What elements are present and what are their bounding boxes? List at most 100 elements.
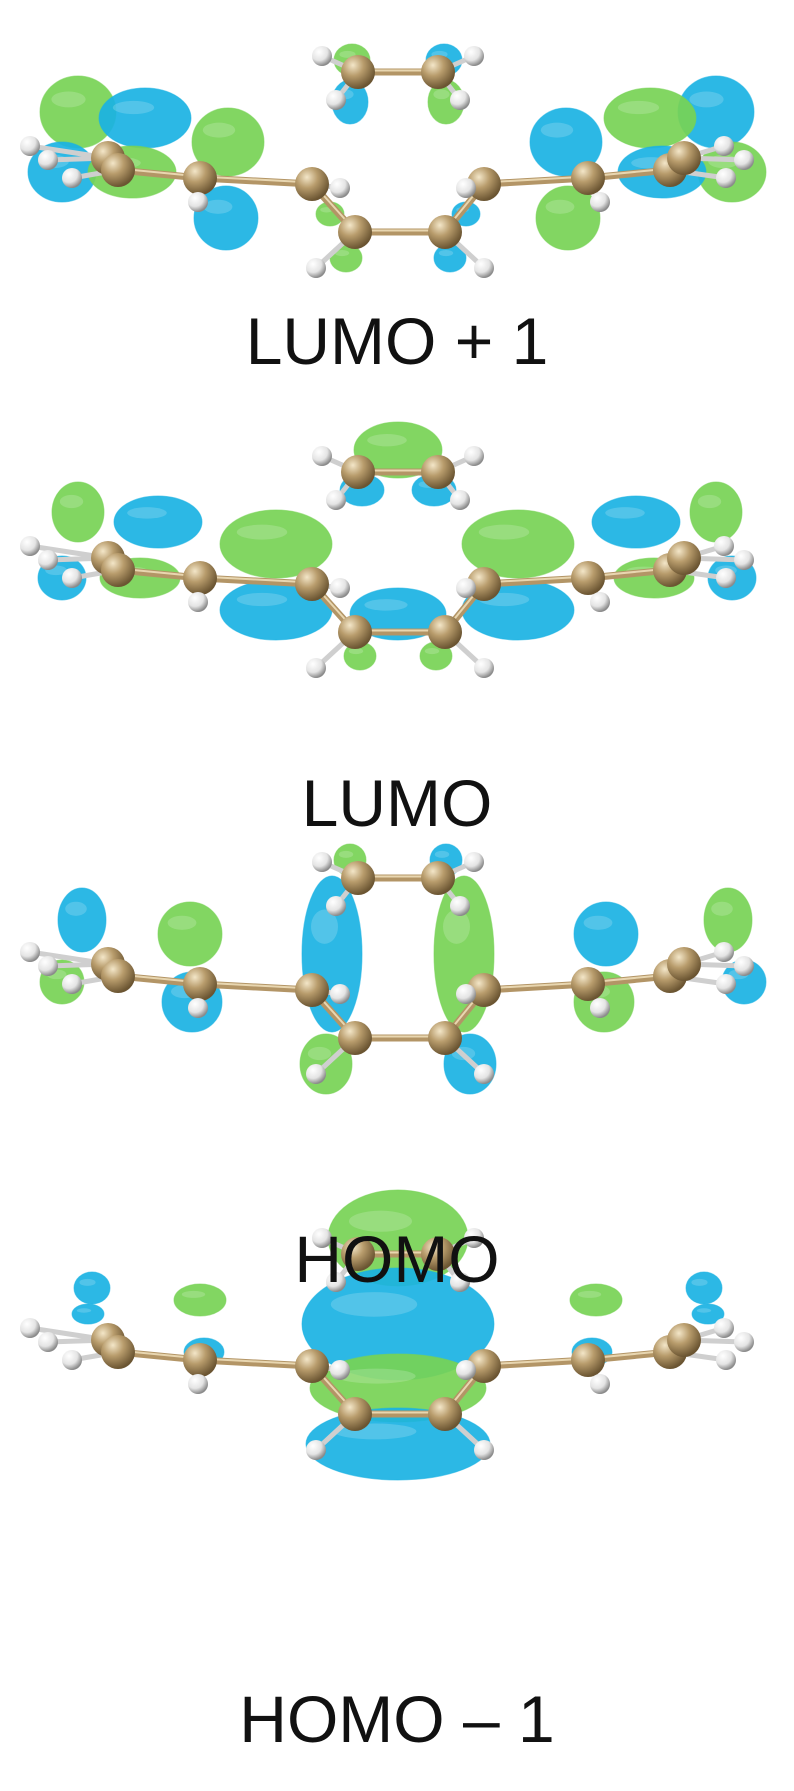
hydrogen-atom	[456, 178, 476, 198]
lobe-highlight	[438, 250, 454, 257]
carbon-atom	[101, 1335, 135, 1369]
hydrogen-atom	[312, 446, 332, 466]
hydrogen-atom	[456, 1360, 476, 1380]
hydrogen-atom	[734, 550, 754, 570]
orbital-lobe-negative	[349, 587, 447, 641]
hydrogen-atom	[20, 536, 40, 556]
orbital-lobe-positive	[157, 901, 223, 967]
lobe-highlight	[348, 648, 364, 655]
lobe-highlight	[330, 1292, 418, 1317]
hydrogen-atom	[590, 192, 610, 212]
carbon-atom	[341, 455, 375, 489]
carbon-atom	[428, 1021, 462, 1055]
hydrogen-atom	[456, 984, 476, 1004]
lobe-highlight	[236, 592, 288, 607]
carbon-atom	[295, 973, 329, 1007]
orbital-lobe-positive	[535, 185, 601, 251]
orbital-lobe-negative	[193, 185, 259, 251]
lobe-highlight	[696, 1308, 712, 1313]
hydrogen-atom	[716, 1350, 736, 1370]
lobe-highlight	[697, 494, 722, 509]
orbital-lobe-positive	[353, 421, 443, 479]
orbital-lobe-positive	[603, 87, 697, 149]
lobe-highlight	[689, 91, 724, 108]
lobe-highlight	[443, 909, 470, 944]
carbon-atom	[295, 1349, 329, 1383]
carbon-atom	[421, 55, 455, 89]
lobe-highlight	[236, 524, 288, 540]
carbon-atom	[338, 1021, 372, 1055]
lobe-highlight	[307, 1046, 332, 1061]
hydrogen-atom	[450, 490, 470, 510]
orbital-panel-homo	[20, 843, 767, 1095]
hydrogen-atom	[716, 168, 736, 188]
cc-bond	[480, 1356, 592, 1370]
lobe-highlight	[583, 915, 613, 930]
orbital-lobe-negative	[573, 901, 639, 967]
carbon-atom	[183, 1343, 217, 1377]
hydrogen-atom	[326, 490, 346, 510]
carbon-atom	[183, 161, 217, 195]
carbon-atom	[421, 1237, 455, 1271]
lobe-highlight	[127, 507, 167, 519]
hydrogen-atom	[716, 568, 736, 588]
hydrogen-atom	[590, 998, 610, 1018]
cc-bond-highlight	[483, 575, 589, 584]
cc-bond-highlight	[199, 175, 313, 184]
cc-bond-highlight	[199, 1357, 313, 1366]
orbital-lobe-positive	[173, 1283, 227, 1317]
hydrogen-atom	[188, 1374, 208, 1394]
hydrogen-atom	[326, 1272, 346, 1292]
carbon-atom	[467, 567, 501, 601]
cc-bond	[480, 980, 592, 994]
carbon-atom	[667, 1323, 701, 1357]
orbital-lobe-negative	[71, 1303, 105, 1325]
lobe-highlight	[339, 50, 356, 58]
hydrogen-atom	[20, 942, 40, 962]
hydrogen-atom	[330, 984, 350, 1004]
lobe-highlight	[349, 1210, 412, 1232]
lobe-highlight	[545, 199, 575, 214]
lobe-highlight	[79, 1278, 96, 1286]
lobe-highlight	[59, 494, 84, 509]
orbital-lobe-negative	[305, 1407, 491, 1481]
hydrogen-atom	[188, 592, 208, 612]
hydrogen-atom	[306, 1064, 326, 1084]
hydrogen-atom	[38, 550, 58, 570]
hydrogen-atom	[464, 446, 484, 466]
lobe-highlight	[617, 100, 660, 115]
carbon-atom	[341, 1237, 375, 1271]
lobe-highlight	[167, 915, 197, 930]
hydrogen-atom	[474, 658, 494, 678]
label-homo: HOMO	[294, 1222, 500, 1296]
cc-bond-highlight	[199, 575, 313, 584]
lobe-highlight	[577, 1290, 602, 1298]
carbon-atom	[295, 567, 329, 601]
lobe-highlight	[336, 1368, 416, 1384]
orbital-lobe-positive	[51, 481, 105, 543]
hydrogen-atom	[62, 168, 82, 188]
carbon-atom	[467, 1349, 501, 1383]
hydrogen-atom	[734, 956, 754, 976]
cc-bond-highlight	[483, 175, 589, 184]
carbon-atom	[338, 215, 372, 249]
lobe-highlight	[605, 507, 645, 519]
orbital-lobe-positive	[689, 481, 743, 543]
orbital-lobe-positive	[569, 1283, 623, 1317]
hydrogen-atom	[38, 956, 58, 976]
hydrogen-atom	[734, 150, 754, 170]
hydrogen-atom	[474, 1064, 494, 1084]
hydrogen-atom	[62, 974, 82, 994]
hydrogen-atom	[464, 852, 484, 872]
hydrogen-atom	[450, 90, 470, 110]
carbon-atom	[428, 215, 462, 249]
carbon-atom	[667, 141, 701, 175]
hydrogen-atom	[474, 1440, 494, 1460]
hydrogen-atom	[62, 1350, 82, 1370]
lobe-highlight	[311, 909, 338, 944]
hydrogen-atom	[714, 536, 734, 556]
hydrogen-atom	[188, 998, 208, 1018]
hydrogen-atom	[38, 150, 58, 170]
cc-bond-highlight	[483, 1357, 589, 1366]
